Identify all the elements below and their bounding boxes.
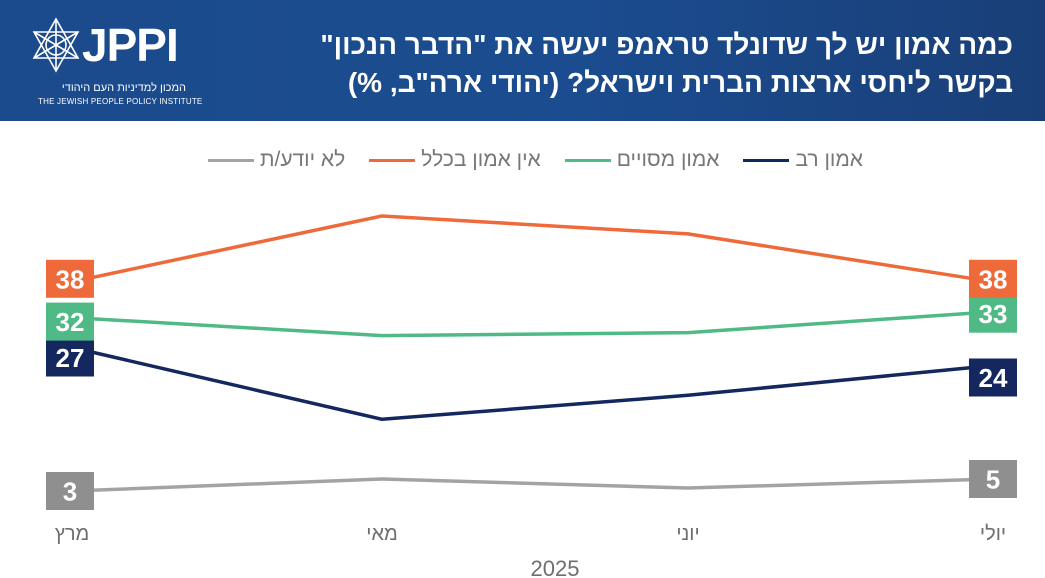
data-label-box xyxy=(46,472,94,510)
chart-title: כמה אמון יש לך שדונלד טראמפ יעשה את "הדב… xyxy=(320,29,1013,98)
x-tick-label: מאי xyxy=(366,523,398,545)
data-label: 27 xyxy=(46,338,94,377)
legend-label: אין אמון בכלל xyxy=(421,148,541,171)
legend-swatch xyxy=(564,158,611,162)
x-tick-label: מרץ xyxy=(55,523,90,545)
legend-item: אמון מסויים xyxy=(564,148,720,172)
data-label-text: 32 xyxy=(56,307,85,337)
data-label-box xyxy=(969,358,1017,397)
legend-item: אמון רב xyxy=(743,148,863,172)
x-axis-title: 2025 xyxy=(531,556,580,578)
data-label-text: 24 xyxy=(979,363,1008,393)
data-label: 5 xyxy=(969,460,1017,498)
data-label: 32 xyxy=(46,302,94,341)
logo-hebrew-name: המכון למדיניות העם היהודי xyxy=(61,82,186,94)
data-label-box xyxy=(969,259,1017,298)
series-line xyxy=(71,309,994,338)
data-label: 38 xyxy=(969,259,1017,298)
data-label-text: 38 xyxy=(56,264,85,294)
legend-swatch xyxy=(369,158,416,162)
data-label: 3 xyxy=(46,472,94,510)
legend-label: לא יודע/ת xyxy=(259,148,346,171)
data-label-box xyxy=(46,302,94,341)
data-label: 24 xyxy=(969,358,1017,397)
legend-swatch xyxy=(743,158,790,162)
logo-english-name: THE JEWISH PEOPLE POLICY INSTITUTE xyxy=(38,97,203,106)
data-label-text: 3 xyxy=(63,477,77,507)
x-tick-label: יוני xyxy=(676,523,699,545)
legend-item: אין אמון בכלל xyxy=(369,148,541,172)
data-label-box xyxy=(46,259,94,298)
data-label: 33 xyxy=(969,294,1017,333)
jppi-logo: JPPI המכון למדיניות העם היהודי THE JEWIS… xyxy=(30,14,203,110)
logo-wordmark: JPPI xyxy=(82,19,179,71)
x-tick-label: יולי xyxy=(980,523,1006,545)
series-line xyxy=(71,214,994,284)
chart-legend: אמון רב אמון מסויים אין אמון בכלל לא יודע/ת xyxy=(207,146,863,174)
data-label-text: 38 xyxy=(979,264,1008,294)
data-label-box xyxy=(969,294,1017,333)
legend-item: לא יודע/ת xyxy=(207,148,346,172)
data-label-text: 27 xyxy=(56,343,85,373)
legend-label: אמון מסויים xyxy=(616,148,720,171)
legend-label: אמון רב xyxy=(795,148,863,171)
data-label-text: 33 xyxy=(979,299,1008,329)
data-label: 38 xyxy=(46,259,94,298)
series-line xyxy=(71,345,994,422)
header-banner: JPPI המכון למדיניות העם היהודי THE JEWIS… xyxy=(0,0,1045,121)
data-label-box xyxy=(46,338,94,377)
legend-swatch xyxy=(207,158,254,162)
data-label-box xyxy=(969,460,1017,498)
series-line xyxy=(71,477,994,493)
data-label-text: 5 xyxy=(986,465,1000,495)
star-of-david-icon xyxy=(32,17,80,73)
